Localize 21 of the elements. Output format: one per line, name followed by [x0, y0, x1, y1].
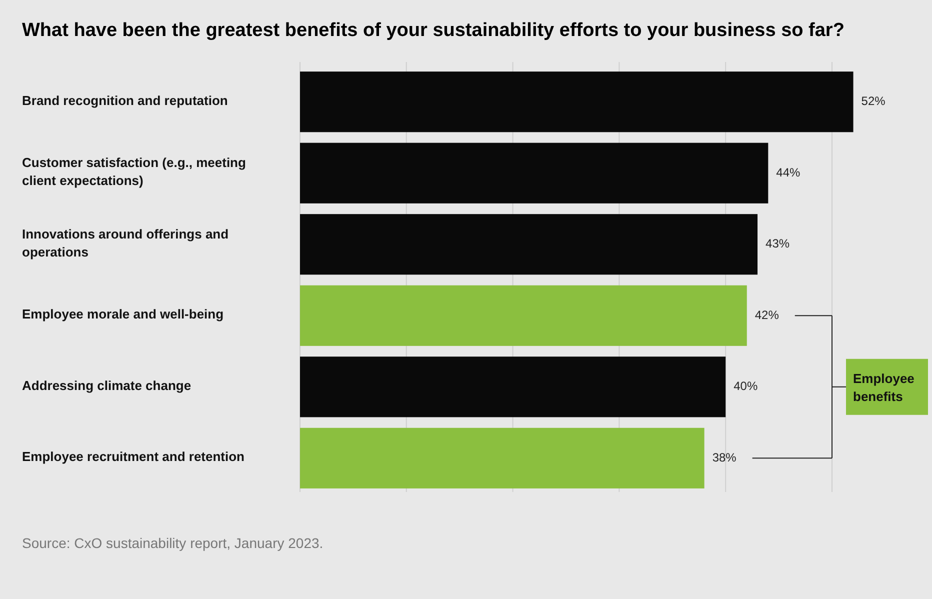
bar	[300, 285, 747, 346]
data-label: 42%	[754, 308, 780, 322]
bar	[300, 142, 768, 204]
annotation: Employee benefits	[853, 370, 914, 404]
y-tick-label: Employee recruitment and retention	[22, 450, 245, 465]
data-label: 40%	[734, 379, 758, 394]
data-label: 38%	[712, 450, 737, 464]
chart-title: What have been the greatest benefits of your sustainability efforts to your business so far?	[22, 20, 844, 41]
y-tick-label: Employee morale and well-being	[22, 307, 224, 322]
y-tick-label: Brand recognition and reputation	[22, 93, 228, 108]
y-tick-label: Addressing climate change	[22, 378, 192, 394]
data-label: 44%	[776, 165, 801, 180]
data-label: 52%	[861, 94, 886, 108]
data-label: 43%	[766, 236, 790, 251]
y-tick-label: Innovations around offerings and operations	[22, 226, 229, 260]
bar	[300, 72, 854, 132]
bar	[300, 214, 758, 275]
y-tick-label: Customer satisfaction (e.g., meeting client expectations)	[22, 156, 246, 189]
bar	[300, 428, 704, 488]
source-note: Source: CxO sustainability report, January 2023.	[22, 535, 324, 551]
bar	[300, 356, 726, 418]
